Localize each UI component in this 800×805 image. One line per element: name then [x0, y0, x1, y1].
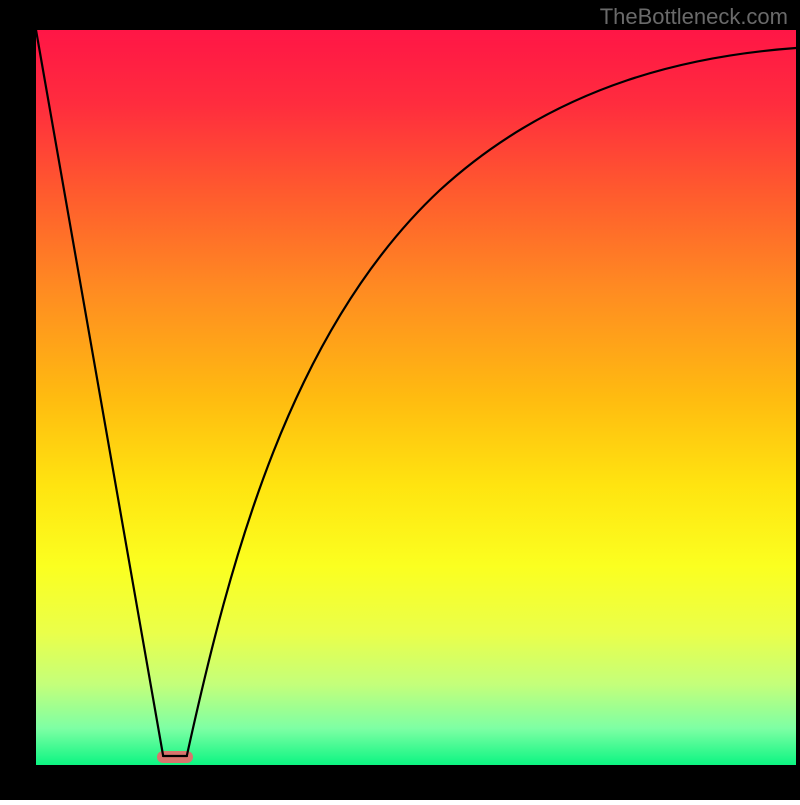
plot-background: [36, 30, 796, 765]
chart-container: TheBottleneck.com: [0, 0, 800, 800]
chart-svg: [0, 0, 800, 800]
watermark-text: TheBottleneck.com: [600, 4, 788, 30]
